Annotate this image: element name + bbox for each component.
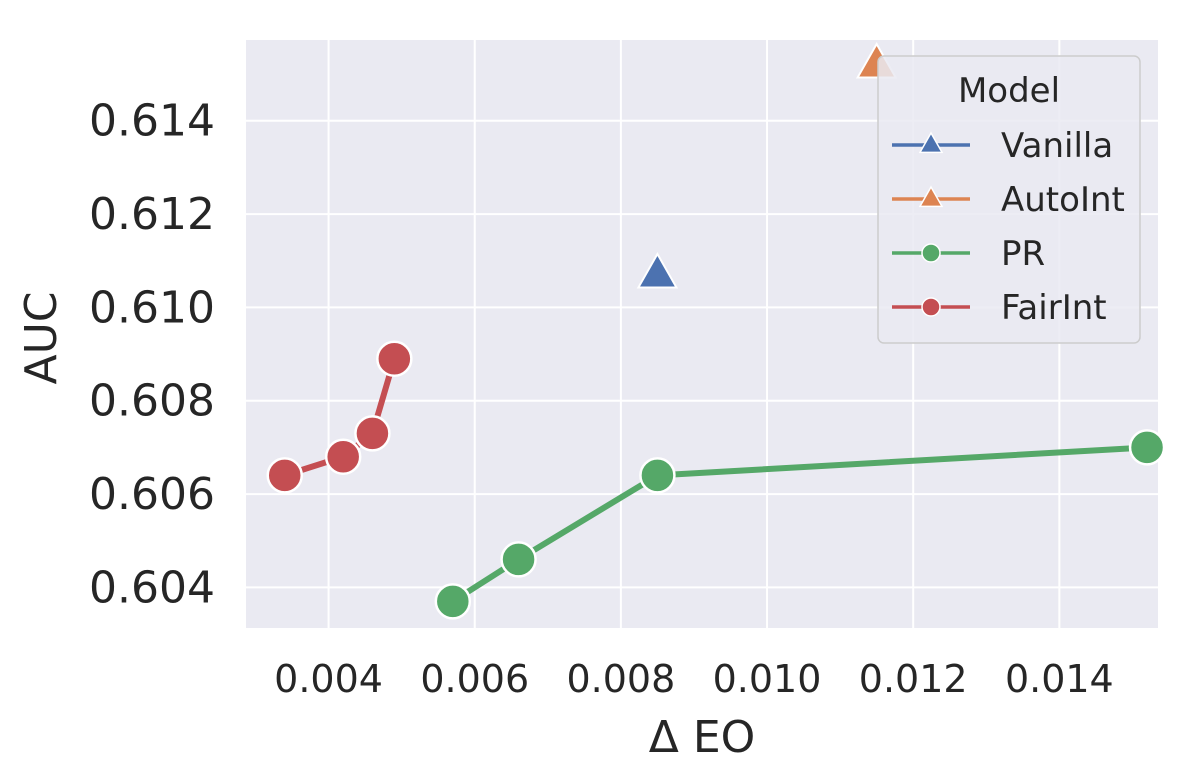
y-tick-label: 0.606 [89,469,215,520]
series-pr [434,429,1166,620]
legend-marker-pr [921,243,941,263]
series-layer [266,41,1166,620]
x-tick-label: 0.010 [713,657,822,701]
x-tick-label: 0.014 [1005,657,1114,701]
legend-label-fairint: FairInt [1001,288,1107,328]
x-axis-label: Δ EO [649,712,756,763]
data-point-fairint [266,457,303,494]
y-tick-label: 0.614 [89,96,215,147]
data-point-fairint [376,340,413,377]
data-point-pr [639,457,676,494]
data-point-vanilla [636,251,679,289]
series-line-fairint [281,355,398,479]
legend-marker-autoint [918,185,944,208]
data-point-fairint [324,438,362,475]
x-tick-label: 0.006 [420,657,529,701]
series-fairint [266,340,413,494]
legend-title: Model [958,71,1060,111]
legend-label-autoint: AutoInt [1001,180,1125,220]
y-tick-label: 0.608 [89,376,215,427]
y-axis-ticks: 0.604 0.606 0.608 0.610 0.612 0.614 [89,96,215,614]
legend-box [877,55,1141,344]
data-point-fairint [354,415,391,452]
legend-marker-vanilla [918,131,944,154]
legend-entry-fairint: FairInt [892,288,1107,328]
y-tick-label: 0.612 [89,189,215,240]
x-tick-label: 0.008 [566,657,675,701]
x-tick-label: 0.012 [859,657,968,701]
series-line-pr [449,444,1151,605]
series-vanilla [636,251,679,289]
legend-entry-pr: PR [892,234,1045,274]
data-point-pr [434,583,472,620]
x-tick-label: 0.004 [274,657,383,701]
legend-entry-vanilla: Vanilla [892,126,1113,166]
legend-entry-autoint: AutoInt [892,180,1125,220]
y-tick-label: 0.604 [89,562,215,613]
y-tick-label: 0.610 [89,282,215,333]
y-axis-label: AUC [16,291,67,384]
legend-label-pr: PR [1001,234,1045,274]
legend-marker-fairint [921,297,941,317]
legend: Model Vanilla AutoInt PR FairInt [877,55,1141,344]
x-axis-ticks: 0.004 0.006 0.008 0.010 0.012 0.014 [274,657,1114,701]
legend-label-vanilla: Vanilla [1001,126,1113,166]
data-point-pr [500,541,537,578]
data-point-pr [1128,429,1166,466]
